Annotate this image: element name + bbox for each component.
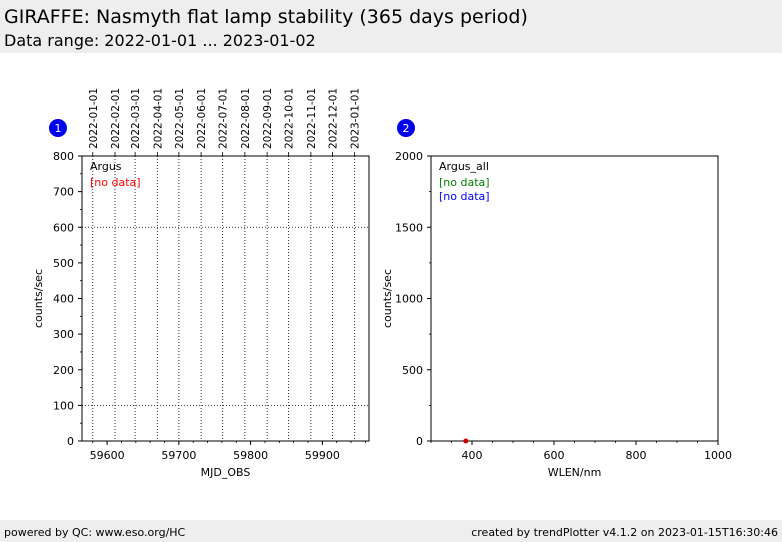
date-tick-label: 2022-06-01 xyxy=(196,88,208,149)
y-tick-label: 600 xyxy=(53,221,74,234)
y-tick-label: 800 xyxy=(53,150,74,163)
x-tick-label: 600 xyxy=(544,449,565,462)
date-tick-label: 2023-01-01 xyxy=(350,88,362,149)
data-point xyxy=(463,438,469,444)
chart-badge-number: 2 xyxy=(403,122,410,135)
x-tick-label: 59600 xyxy=(90,449,125,462)
date-tick-label: 2022-05-01 xyxy=(174,88,186,149)
legend-entry: [no data] xyxy=(439,190,490,203)
y-tick-label: 400 xyxy=(53,293,74,306)
date-tick-label: 2022-09-01 xyxy=(262,88,274,149)
y-tick-label: 2000 xyxy=(395,150,423,163)
y-tick-label: 0 xyxy=(67,435,74,448)
chart-2: 2 0 500 1000 1500 2000 400 600 800 1000 WLEN/nm cou… xyxy=(381,119,732,479)
date-tick-label: 2022-04-01 xyxy=(152,88,164,149)
legend-title: Argus_all xyxy=(439,160,489,173)
y-tick-label: 300 xyxy=(53,328,74,341)
x-axis-label: MJD_OBS xyxy=(201,466,251,479)
date-tick-label: 2022-07-01 xyxy=(218,88,230,149)
date-tick-label: 2022-12-01 xyxy=(327,88,339,149)
y-tick-label: 200 xyxy=(53,364,74,377)
footer-credit: powered by QC: www.eso.org/HC xyxy=(4,526,186,539)
legend-title: Argus xyxy=(90,160,122,173)
legend-entry: [no data] xyxy=(90,176,141,189)
y-tick-label: 500 xyxy=(53,257,74,270)
y-axis-label: counts/sec xyxy=(32,269,45,328)
y-tick-label: 0 xyxy=(416,435,423,448)
y-tick-label: 700 xyxy=(53,186,74,199)
x-tick-label: 1000 xyxy=(704,449,732,462)
date-tick-label: 2022-08-01 xyxy=(240,88,252,149)
legend-entry: [no data] xyxy=(439,176,490,189)
chart-1: 1 2022-01-01 2022-02-01 2022-03-01 2022-04-0… xyxy=(32,88,370,479)
chart-badge-number: 1 xyxy=(55,122,62,135)
x-tick-label: 400 xyxy=(462,449,483,462)
x-axis-label: WLEN/nm xyxy=(548,466,602,479)
date-tick-label: 2022-01-01 xyxy=(88,88,100,149)
y-tick-label: 100 xyxy=(53,399,74,412)
y-axis-label: counts/sec xyxy=(381,269,394,328)
y-tick-label: 500 xyxy=(402,364,423,377)
x-tick-label: 800 xyxy=(626,449,647,462)
page-header: GIRAFFE: Nasmyth flat lamp stability (36… xyxy=(0,0,782,53)
date-tick-label: 2022-03-01 xyxy=(130,88,142,149)
date-tick-label: 2022-10-01 xyxy=(284,88,296,149)
x-tick-label: 59900 xyxy=(305,449,340,462)
y-tick-label: 1000 xyxy=(395,293,423,306)
plot-frame xyxy=(81,155,370,442)
x-tick-label: 59700 xyxy=(161,449,196,462)
y-tick-label: 1500 xyxy=(395,221,423,234)
chart-badge xyxy=(397,119,415,137)
page-title: GIRAFFE: Nasmyth flat lamp stability (36… xyxy=(4,6,528,28)
footer-created: created by trendPlotter v4.1.2 on 2023-0… xyxy=(471,526,778,539)
date-tick-label: 2022-11-01 xyxy=(306,88,318,149)
chart-badge xyxy=(49,119,67,137)
page-subtitle: Data range: 2022-01-01 ... 2023-01-02 xyxy=(4,31,316,50)
page-footer: powered by QC: www.eso.org/HC created by… xyxy=(0,520,782,542)
date-tick-label: 2022-02-01 xyxy=(110,88,122,149)
x-tick-label: 59800 xyxy=(233,449,268,462)
